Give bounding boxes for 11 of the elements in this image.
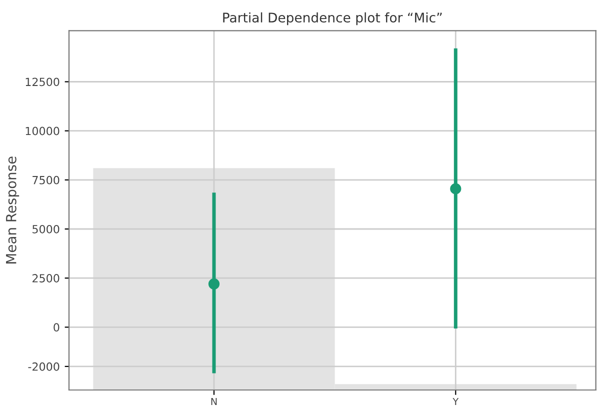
y-axis-title: Mean Response <box>6 156 20 264</box>
y-tick-label: 5000 <box>32 224 60 234</box>
y-tick-label: 10000 <box>26 126 60 136</box>
y-tick-label: 0 <box>54 323 60 332</box>
x-tick-label: N <box>211 398 217 406</box>
y-tick-label: 7500 <box>32 176 60 184</box>
y-tick-label: -2000 <box>28 362 60 371</box>
chart-title: Partial Dependence plot for “Mic” <box>223 12 442 26</box>
y-tick-label: 2500 <box>32 274 60 282</box>
y-tick-label: 12500 <box>26 78 60 86</box>
x-tick-label: Y <box>452 398 459 406</box>
